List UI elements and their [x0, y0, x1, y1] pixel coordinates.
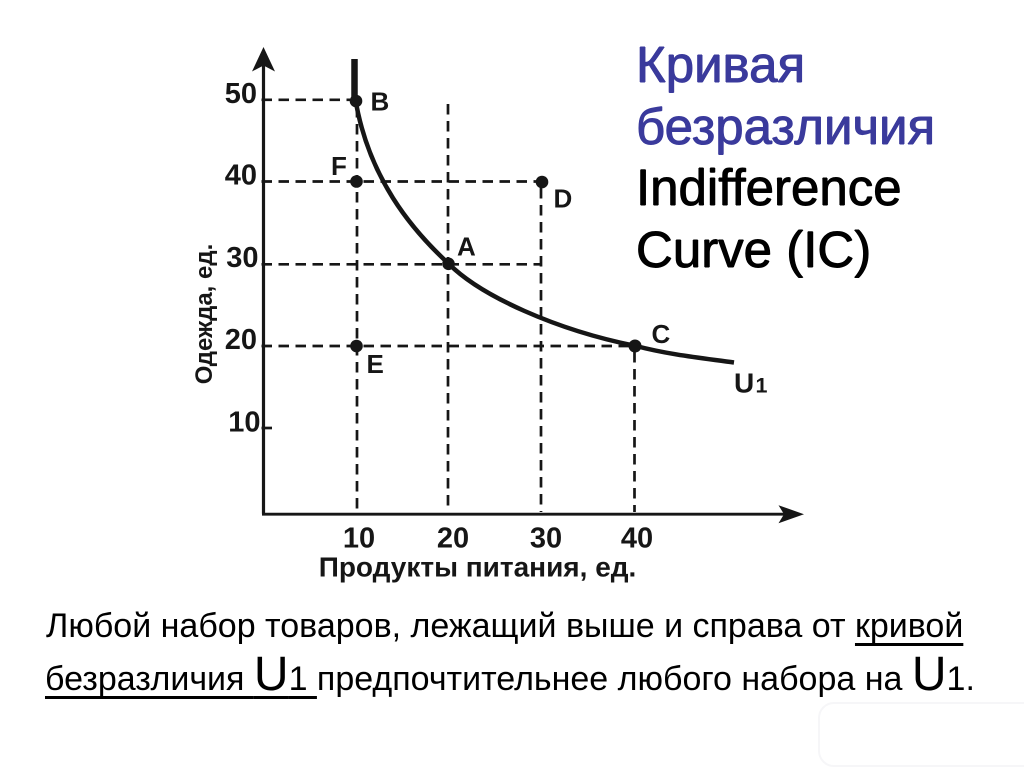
- svg-text:40: 40: [225, 160, 257, 192]
- svg-text:1: 1: [756, 374, 768, 398]
- svg-text:D: D: [554, 184, 573, 214]
- svg-text:20: 20: [437, 523, 469, 555]
- svg-text:A: A: [457, 232, 476, 262]
- svg-text:10: 10: [343, 523, 375, 555]
- svg-text:U: U: [734, 368, 754, 399]
- svg-text:40: 40: [621, 523, 653, 555]
- svg-text:C: C: [652, 319, 671, 349]
- svg-text:30: 30: [530, 523, 562, 555]
- svg-text:Продукты питания, ед.: Продукты питания, ед.: [319, 552, 637, 583]
- svg-text:20: 20: [225, 324, 257, 356]
- svg-text:E: E: [367, 349, 384, 379]
- svg-text:Одежда, ед.: Одежда, ед.: [191, 244, 218, 385]
- svg-text:50: 50: [225, 78, 257, 110]
- svg-text:30: 30: [226, 242, 258, 274]
- svg-text:B: B: [371, 87, 390, 117]
- svg-text:F: F: [331, 151, 347, 181]
- svg-text:10: 10: [228, 407, 260, 439]
